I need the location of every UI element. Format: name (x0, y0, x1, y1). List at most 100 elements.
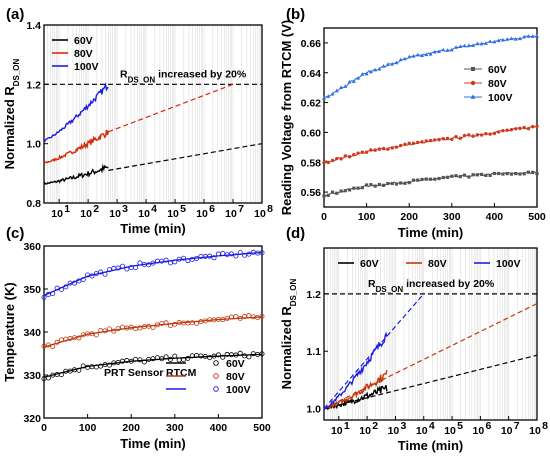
marker-80V (522, 125, 526, 130)
x-tick-label: 10 (80, 208, 92, 220)
rtcm-marker-60V (80, 363, 86, 369)
marker-80V (360, 150, 365, 154)
marker-100V (330, 91, 335, 96)
rtcm-marker-100V (50, 291, 56, 297)
panel-label: (b) (286, 6, 305, 23)
rtcm-marker-80V (246, 313, 252, 319)
marker-60V (441, 175, 445, 180)
marker-60V (514, 171, 518, 176)
marker-60V (420, 177, 424, 182)
rtcm-marker-100V (237, 249, 243, 255)
panel-label: (c) (6, 225, 24, 242)
marker-80V (496, 130, 501, 134)
plot-frame (43, 24, 263, 204)
y-tick-label: 0.64 (301, 68, 322, 80)
marker-80V (488, 132, 492, 136)
rtcm-marker-80V (233, 314, 239, 320)
marker-80V (373, 148, 377, 152)
x-tick-label: 10 (196, 208, 208, 220)
rtcm-marker-80V (41, 343, 47, 349)
marker-80V (326, 160, 330, 165)
legend-marker (213, 386, 219, 392)
marker-60V (450, 174, 454, 178)
marker-60V (360, 186, 364, 190)
data-trace-80V (43, 129, 110, 164)
marker-100V (522, 34, 527, 39)
y-tick-label: 1.0 (26, 139, 41, 151)
rtcm-marker-100V (115, 265, 121, 271)
rtcm-marker-60V (167, 356, 173, 362)
marker-100V (381, 63, 386, 68)
rtcm-marker-80V (146, 323, 152, 329)
marker-80V (369, 148, 373, 152)
legend-label: 60V (226, 358, 245, 370)
marker-80V (509, 128, 514, 132)
x-tick-label: 10 (109, 208, 121, 220)
panel-0: 10 1 10 2 10 3 10 4 10 5 10 6 10 7 10 80.81.01.21.4Time… (2, 6, 273, 236)
marker-100V (360, 72, 365, 76)
marker-100V (458, 44, 463, 48)
rtcm-marker-60V (76, 367, 82, 373)
legend-label: 100V (496, 258, 521, 270)
marker-80V (467, 133, 471, 137)
marker-60V (484, 173, 488, 178)
marker-100V (479, 41, 484, 46)
rtcm-marker-60V (181, 357, 187, 363)
marker-80V (454, 135, 458, 139)
marker-80V (416, 140, 420, 145)
marker-100V (437, 49, 442, 54)
legend-header: PRT Sensor (104, 367, 164, 379)
rtcm-marker-80V (89, 331, 95, 337)
marker-100V (505, 37, 510, 41)
marker-100V (513, 37, 518, 41)
x-tick-label: 10 (529, 425, 541, 437)
marker-60V (471, 173, 475, 177)
rtcm-marker-60V (259, 351, 265, 357)
x-tick-exponent: 2 (93, 203, 99, 215)
rtcm-marker-80V (106, 326, 112, 332)
rtcm-marker-100V (250, 249, 256, 255)
marker-100V (390, 62, 395, 66)
rtcm-marker-60V (185, 355, 191, 361)
marker-80V (471, 134, 475, 138)
marker-80V (322, 161, 326, 165)
marker-100V (356, 76, 361, 80)
marker-60V (403, 181, 407, 185)
marker-60V (424, 177, 428, 181)
x-tick-label: 10 (138, 208, 150, 220)
marker-80V (518, 126, 522, 131)
rtcm-marker-100V (242, 252, 248, 258)
x-tick-label: 300 (443, 211, 461, 223)
rtcm-marker-60V (141, 359, 147, 365)
marker-60V (335, 191, 339, 195)
panel-label: (a) (6, 6, 24, 23)
rtcm-marker-100V (80, 277, 86, 283)
x-tick-label: 200 (400, 211, 418, 223)
prt-line-80V (43, 316, 263, 348)
rtcm-marker-60V (207, 355, 213, 361)
x-tick-label: 10 (359, 425, 371, 437)
x-tick-exponent: 8 (267, 203, 273, 215)
rtcm-marker-100V (54, 285, 60, 291)
marker-100V (535, 34, 539, 38)
marker-60V (377, 182, 381, 187)
legend-label: 80V (428, 258, 447, 270)
y-tick-label: 1.4 (26, 20, 41, 32)
marker-60V (509, 172, 514, 176)
rtcm-marker-80V (172, 321, 178, 327)
rtcm-marker-80V (224, 315, 230, 321)
marker-100V (343, 84, 348, 88)
legend-label: 100V (226, 384, 251, 396)
marker-60V (373, 184, 377, 188)
marker-60V (411, 178, 416, 182)
x-tick-label: 0 (41, 422, 47, 434)
rtcm-marker-100V (146, 262, 152, 268)
panel-2: 0 100 200 300 400 500 320 330 340 350 360 Time (min… (2, 225, 271, 451)
x-tick-label: 10 (416, 425, 428, 437)
rtcm-marker-100V (76, 278, 82, 284)
rtcm-marker-60V (106, 362, 112, 368)
y-axis-label: Normalized RDS_ON (279, 278, 298, 389)
marker-80V (347, 155, 352, 159)
rtcm-marker-80V (111, 328, 117, 334)
rtcm-marker-100V (63, 284, 69, 290)
